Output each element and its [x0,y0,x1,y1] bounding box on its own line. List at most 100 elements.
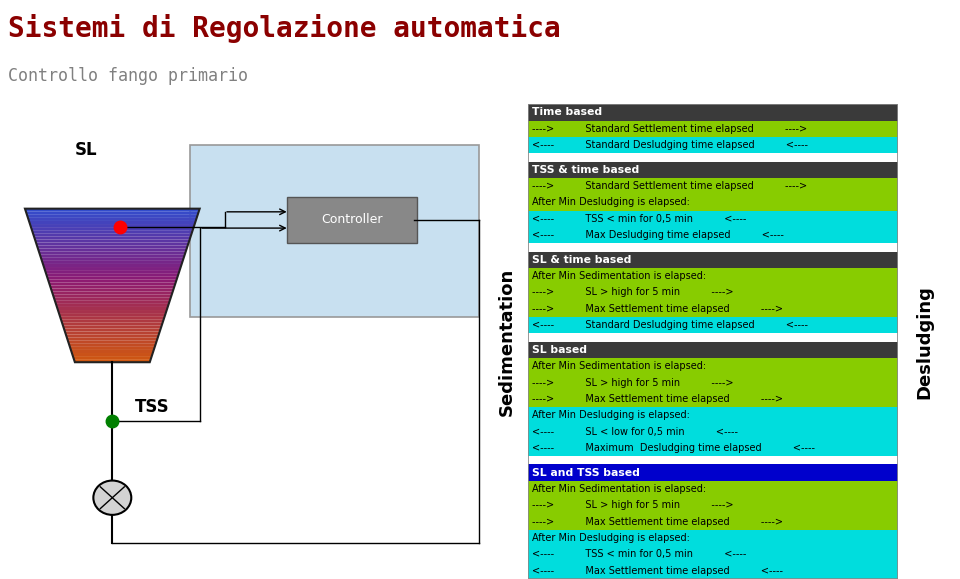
Polygon shape [70,347,155,350]
Polygon shape [38,248,186,252]
Polygon shape [36,245,188,248]
Bar [528,530,898,546]
Polygon shape [25,208,200,212]
Polygon shape [58,310,167,313]
Polygon shape [56,304,169,307]
Polygon shape [27,215,198,218]
Text: SL: SL [75,141,98,159]
Polygon shape [28,218,197,221]
Text: Controllo fango primario: Controllo fango primario [8,67,248,85]
FancyBboxPatch shape [287,197,417,243]
Bar [528,334,898,342]
Bar [528,268,898,284]
Text: After Min Desludging is elapsed:: After Min Desludging is elapsed: [532,411,689,420]
Text: <----          Max Settlement time elapsed          <----: <---- Max Settlement time elapsed <---- [532,566,782,576]
Polygon shape [49,283,176,285]
Bar [528,162,898,178]
Circle shape [93,481,132,515]
Polygon shape [43,264,181,267]
Polygon shape [41,258,183,261]
Text: ---->          SL > high for 5 min          ---->: ----> SL > high for 5 min ----> [532,500,733,510]
Text: <----          Standard Desludging time elapsed          <----: <---- Standard Desludging time elapsed <… [532,140,807,150]
Polygon shape [39,252,185,255]
Text: After Min Sedimentation is elapsed:: After Min Sedimentation is elapsed: [532,271,706,281]
Polygon shape [30,224,195,227]
Polygon shape [47,276,178,279]
Polygon shape [34,236,191,239]
Text: After Min Desludging is elapsed:: After Min Desludging is elapsed: [532,533,689,543]
Bar [528,563,898,579]
Text: <----          Max Desludging time elapsed          <----: <---- Max Desludging time elapsed <---- [532,230,783,240]
Text: Desludging: Desludging [915,285,933,398]
Bar [528,211,898,227]
Bar [528,464,898,481]
Text: After Min Sedimentation is elapsed:: After Min Sedimentation is elapsed: [532,361,706,371]
Bar [528,423,898,440]
Bar [528,440,898,456]
Polygon shape [60,316,165,319]
Text: ---->          Standard Settlement time elapsed          ---->: ----> Standard Settlement time elapsed -… [532,181,806,191]
Polygon shape [50,285,175,288]
Text: ---->          Standard Settlement time elapsed          ---->: ----> Standard Settlement time elapsed -… [532,124,806,134]
Polygon shape [44,267,180,270]
Polygon shape [73,356,152,359]
Polygon shape [68,340,156,344]
Polygon shape [57,307,168,310]
Text: ---->          Max Settlement time elapsed          ---->: ----> Max Settlement time elapsed ----> [532,394,782,404]
Polygon shape [52,292,173,295]
Bar [528,317,898,334]
Text: <----          TSS < min for 0,5 min          <----: <---- TSS < min for 0,5 min <---- [532,549,746,559]
Bar [528,407,898,423]
Bar [528,375,898,391]
Bar [528,497,898,514]
Bar [528,358,898,375]
Text: <----          SL < low for 0,5 min          <----: <---- SL < low for 0,5 min <---- [532,427,737,437]
FancyBboxPatch shape [190,145,479,317]
Polygon shape [35,239,190,243]
Text: SL & time based: SL & time based [532,255,631,265]
Bar [528,153,898,162]
Text: SL based: SL based [532,345,587,355]
Polygon shape [32,230,193,233]
Bar [528,178,898,195]
Polygon shape [51,288,174,292]
Text: ---->          SL > high for 5 min          ---->: ----> SL > high for 5 min ----> [532,288,733,298]
Text: Controller: Controller [322,214,383,226]
Polygon shape [46,273,179,276]
Bar [528,391,898,407]
Polygon shape [36,243,189,245]
Polygon shape [72,353,153,356]
Bar [528,243,898,251]
Bar [528,546,898,563]
Text: After Min Sedimentation is elapsed:: After Min Sedimentation is elapsed: [532,484,706,494]
Text: <----          Standard Desludging time elapsed          <----: <---- Standard Desludging time elapsed <… [532,320,807,330]
Bar [528,301,898,317]
Polygon shape [61,323,163,325]
Bar [528,120,898,137]
Text: After Min Desludging is elapsed:: After Min Desludging is elapsed: [532,197,689,207]
Text: Time based: Time based [532,108,602,118]
Polygon shape [64,328,160,332]
Text: ---->          Max Settlement time elapsed          ---->: ----> Max Settlement time elapsed ----> [532,516,782,527]
Polygon shape [71,350,154,353]
Text: ---->          SL > high for 5 min          ---->: ----> SL > high for 5 min ----> [532,378,733,387]
Text: TSS & time based: TSS & time based [532,164,639,175]
Polygon shape [74,359,151,362]
Polygon shape [48,279,177,283]
Text: Sedimentation: Sedimentation [497,267,516,416]
Polygon shape [40,255,184,258]
Polygon shape [53,295,172,298]
Bar [528,251,898,268]
Polygon shape [26,212,199,215]
Bar [528,104,898,120]
Polygon shape [59,313,166,316]
Text: TSS: TSS [134,398,169,416]
Polygon shape [69,344,156,347]
Polygon shape [65,332,159,335]
Bar [528,342,898,358]
Text: ---->          Max Settlement time elapsed          ---->: ----> Max Settlement time elapsed ----> [532,304,782,314]
Bar [528,227,898,243]
Bar [528,195,898,211]
Polygon shape [31,227,194,230]
Polygon shape [63,325,161,328]
